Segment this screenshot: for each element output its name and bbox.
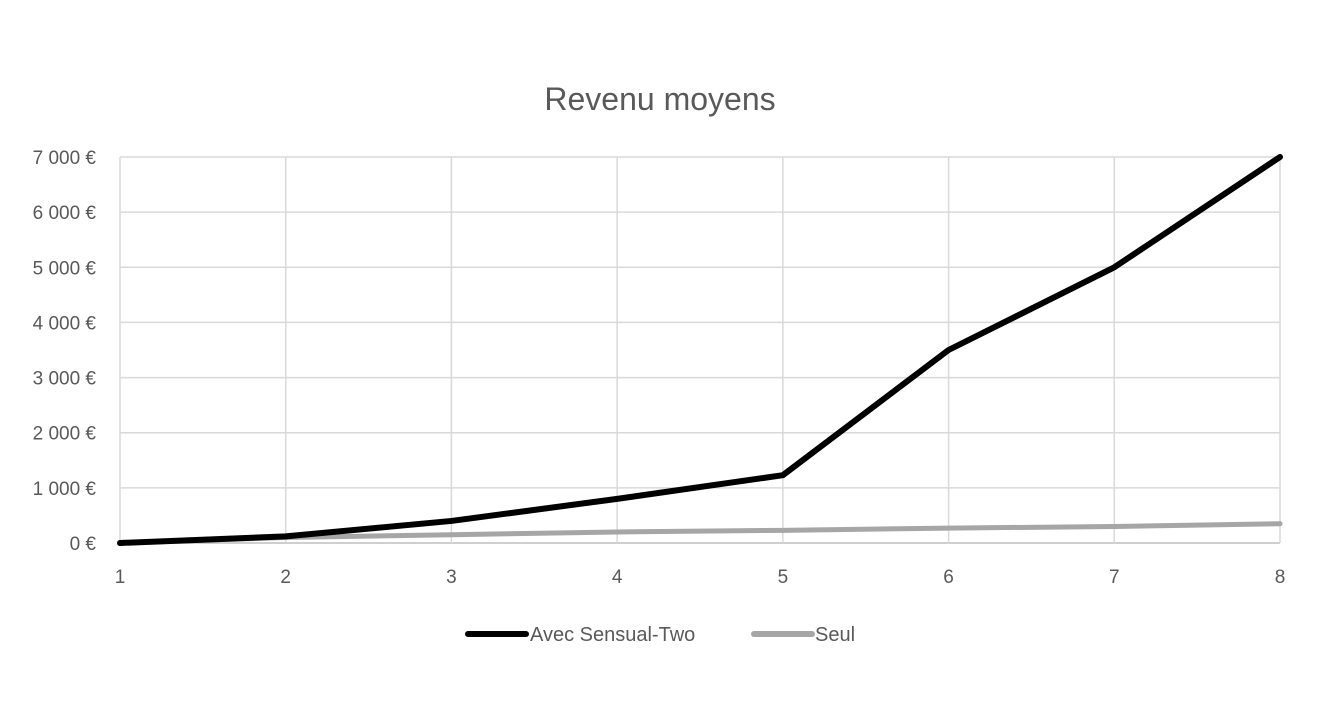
y-tick-label: 3 000 € xyxy=(33,369,97,390)
y-tick-label: 5 000 € xyxy=(33,258,97,279)
x-tick-label: 4 xyxy=(612,567,623,588)
x-tick-label: 3 xyxy=(446,567,457,588)
series-layer xyxy=(117,154,1283,546)
x-tick-label: 5 xyxy=(778,567,789,588)
x-tick-label: 1 xyxy=(115,567,126,588)
x-tick-label: 2 xyxy=(280,567,291,588)
y-tick-label: 0 € xyxy=(70,534,97,555)
y-tick-label: 4 000 € xyxy=(33,313,97,334)
chart-title: Revenu moyens xyxy=(544,81,775,117)
y-tick-label: 7 000 € xyxy=(33,148,97,169)
legend-label: Avec Sensual-Two xyxy=(530,624,695,646)
x-tick-label: 7 xyxy=(1109,567,1120,588)
x-tick-label: 8 xyxy=(1275,567,1286,588)
y-tick-label: 2 000 € xyxy=(33,424,97,445)
x-tick-label: 6 xyxy=(943,567,954,588)
series-line-1 xyxy=(117,521,1283,546)
legend: Avec Sensual-Two Seul xyxy=(465,624,855,646)
legend-label: Seul xyxy=(815,624,855,646)
series-line-0 xyxy=(117,154,1283,546)
axis-layer: 0 € 1 000 € 2 000 € 3 000 € 4 000 € 5 000 € 6 … xyxy=(33,148,1286,588)
y-tick-label: 1 000 € xyxy=(33,479,97,500)
y-tick-label: 6 000 € xyxy=(33,203,97,224)
